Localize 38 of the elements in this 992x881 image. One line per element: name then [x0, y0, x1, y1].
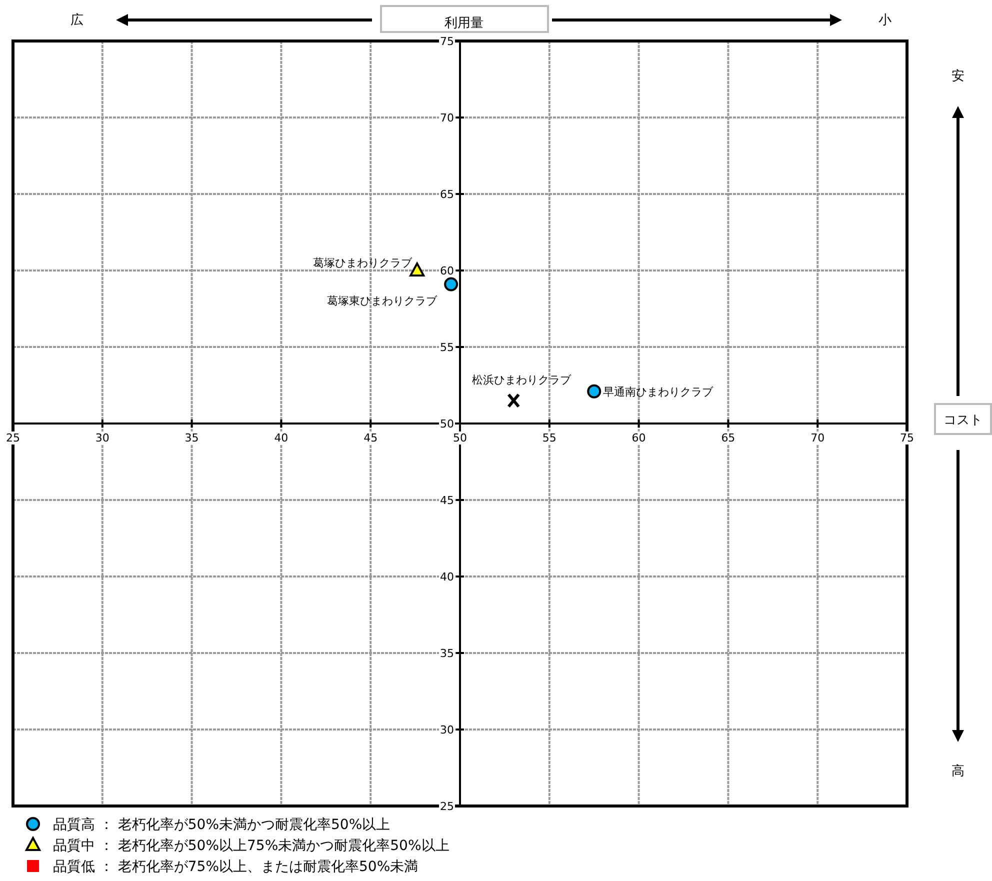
y-tick-label: 30 [440, 724, 454, 736]
legend-label: 品質低 ： 老朽化率が75%以上、または耐震化率50%未満 [53, 859, 418, 875]
x-tick-label: 45 [364, 432, 378, 444]
x-tick-label: 50 [453, 432, 467, 444]
y-tick-label: 40 [440, 570, 454, 584]
x-tick-label: 30 [95, 432, 110, 444]
text: 高 [952, 763, 964, 779]
x-tick-label: 75 [900, 432, 914, 444]
text: 小 [878, 13, 892, 28]
y-tick-label: 55 [440, 341, 454, 354]
y-tick-label: 65 [440, 188, 454, 201]
x-tick-label: 65 [721, 432, 736, 444]
data-label: 葛塚ひまわりクラブ [313, 256, 414, 270]
legend-label: 品質中 ： 老朽化率が50%以上75%未満かつ耐震化率50%以上 [53, 838, 450, 854]
y-tick-label: 45 [440, 494, 454, 507]
text: 広 [70, 12, 84, 28]
x-tick-label: 60 [632, 432, 646, 444]
point [507, 393, 520, 408]
data-label: 葛塚東ひまわりクラブ [327, 294, 438, 308]
text: 安 [952, 68, 964, 84]
x-tick-label: 35 [184, 432, 199, 444]
y-tick-label: 75 [440, 35, 454, 48]
x-tick-label: 40 [274, 432, 288, 444]
x-tick-label: 70 [810, 432, 825, 444]
y-axis-title: コスト [944, 413, 982, 428]
x-tick-label: 25 [6, 432, 20, 444]
y-tick-label: 25 [440, 800, 454, 813]
data-label: 早通南ひまわりクラブ [603, 385, 714, 398]
y-tick-label: 35 [440, 647, 454, 660]
data-label: 松浜ひまわりクラブ [472, 374, 572, 387]
y-tick-label: 60 [440, 264, 454, 278]
legend-label: 品質高 ： 老朽化率が50%未満かつ耐震化率50%以上 [53, 817, 390, 833]
x-axis-title: 利用量 [444, 16, 484, 31]
point [444, 277, 458, 292]
y-tick-label: 50 [440, 418, 454, 430]
point [587, 384, 602, 398]
x-tick-label: 55 [542, 432, 556, 444]
y-tick-label: 70 [440, 112, 454, 124]
